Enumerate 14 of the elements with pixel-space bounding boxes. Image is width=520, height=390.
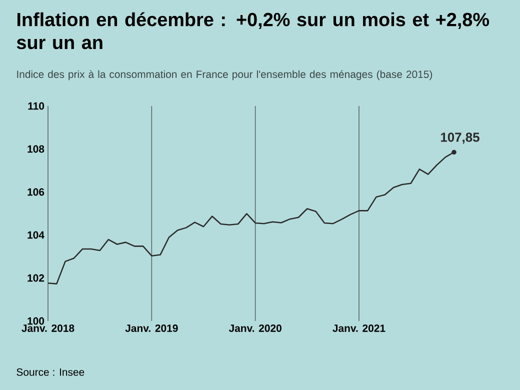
- x-tick-label: Janv. 2020: [228, 324, 282, 332]
- chart-subtitle: Indice des prix à la consommation en France pour l'ensemble des ménages (base 2015): [17, 70, 432, 80]
- x-tick-label: Janv. 2019: [125, 324, 178, 332]
- y-tick-label: 100: [28, 317, 44, 325]
- data-label: 107,85: [440, 132, 480, 144]
- chart-title: Inflation en décembre : +0,2% sur un mois et +2,8% sur un an: [16, 12, 490, 50]
- y-tick-label: 106: [28, 188, 44, 196]
- x-tick-label: Janv. 2018: [22, 324, 74, 332]
- y-tick-label: 108: [28, 145, 44, 153]
- x-tick-label: Janv. 2021: [332, 324, 386, 332]
- y-tick-label: 110: [28, 102, 44, 110]
- y-tick-label: 104: [28, 231, 44, 239]
- source-note: Source : Insee: [16, 368, 84, 376]
- y-tick-label: 102: [28, 274, 44, 282]
